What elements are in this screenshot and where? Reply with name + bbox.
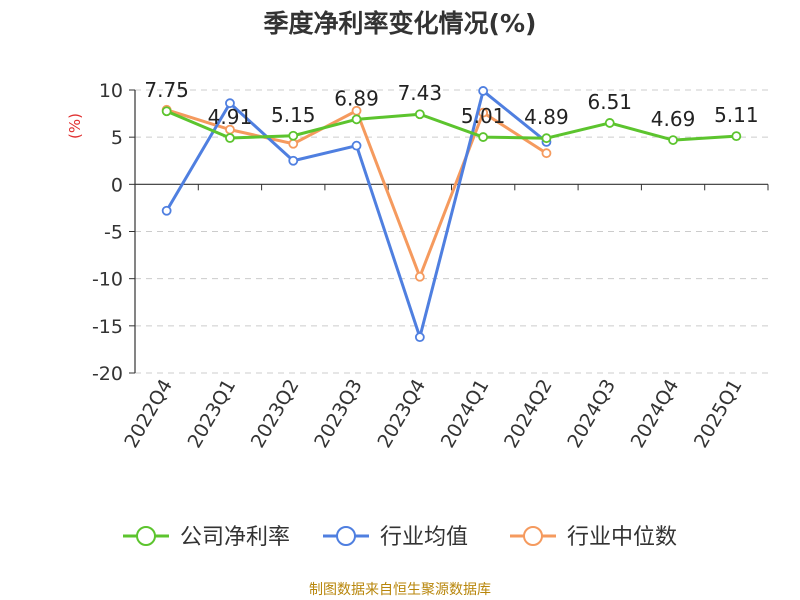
data-point xyxy=(668,135,678,145)
legend-marker xyxy=(136,526,156,546)
y-tick-label: 10 xyxy=(99,80,123,102)
data-point xyxy=(541,133,552,144)
y-tick-label: -20 xyxy=(92,363,123,385)
x-tick-label: 2024Q2 xyxy=(500,376,557,452)
legend[interactable]: 公司净利率 行业均值 行业中位数 xyxy=(123,525,677,550)
x-tick-label: 2024Q1 xyxy=(437,376,494,452)
data-point xyxy=(478,107,489,118)
data-label: 5.15 xyxy=(271,103,316,127)
legend-label[interactable]: 行业均值 xyxy=(380,525,468,550)
data-point xyxy=(478,86,489,96)
series-layer xyxy=(161,86,742,343)
data-label: 7.75 xyxy=(144,78,189,102)
chart-title: 季度净利率变化情况(%) xyxy=(263,9,537,38)
source-note: 制图数据来自恒生聚源数据库 xyxy=(309,582,491,598)
x-tick-label: 2025Q1 xyxy=(690,376,747,452)
legend-marker xyxy=(336,526,356,546)
data-label: 5.01 xyxy=(461,104,506,128)
data-point xyxy=(414,332,425,343)
x-tick-label: 2023Q2 xyxy=(247,376,304,452)
data-label: 6.51 xyxy=(587,90,632,114)
data-point xyxy=(351,114,362,125)
data-point xyxy=(161,205,172,216)
data-point xyxy=(731,131,742,142)
x-tick-label: 2022Q4 xyxy=(120,376,177,452)
legend-label[interactable]: 行业中位数 xyxy=(567,525,677,550)
y-tick-label: 5 xyxy=(111,127,123,149)
x-tick-label: 2024Q4 xyxy=(627,376,684,452)
data-label: 4.69 xyxy=(651,107,696,131)
data-label: 4.91 xyxy=(208,105,253,129)
data-label: 5.11 xyxy=(714,103,759,127)
x-tick-label: 2023Q3 xyxy=(310,376,367,452)
data-label: 4.89 xyxy=(524,105,569,129)
y-tick-label: -5 xyxy=(104,222,123,244)
data-point xyxy=(541,148,552,159)
legend-marker xyxy=(523,526,543,546)
x-tick-label: 2024Q3 xyxy=(563,376,620,452)
data-point xyxy=(161,106,172,117)
data-point xyxy=(288,155,299,166)
data-point xyxy=(604,118,615,128)
data-point xyxy=(414,271,425,282)
data-point xyxy=(225,133,235,143)
data-point xyxy=(414,109,425,120)
data-point xyxy=(225,98,235,109)
data-labels: 7.75 4.91 5.15 6.89 7.43 5.01 4.89 6.51 4.69 5.11 xyxy=(144,78,758,131)
x-tick-label: 2023Q1 xyxy=(184,376,241,452)
data-point xyxy=(288,130,299,141)
data-point xyxy=(288,138,299,149)
y-tick-label: 0 xyxy=(111,174,123,196)
data-label: 7.43 xyxy=(398,81,443,105)
y-axis-label: (%) xyxy=(66,113,84,139)
x-tick-label: 2023Q4 xyxy=(373,376,430,452)
y-tick-label: -15 xyxy=(92,316,123,338)
data-label: 6.89 xyxy=(334,86,379,110)
series-line xyxy=(166,109,737,142)
data-point xyxy=(478,132,489,142)
legend-label[interactable]: 公司净利率 xyxy=(180,525,290,550)
data-point xyxy=(351,140,362,151)
y-tick-label: -10 xyxy=(92,269,123,291)
